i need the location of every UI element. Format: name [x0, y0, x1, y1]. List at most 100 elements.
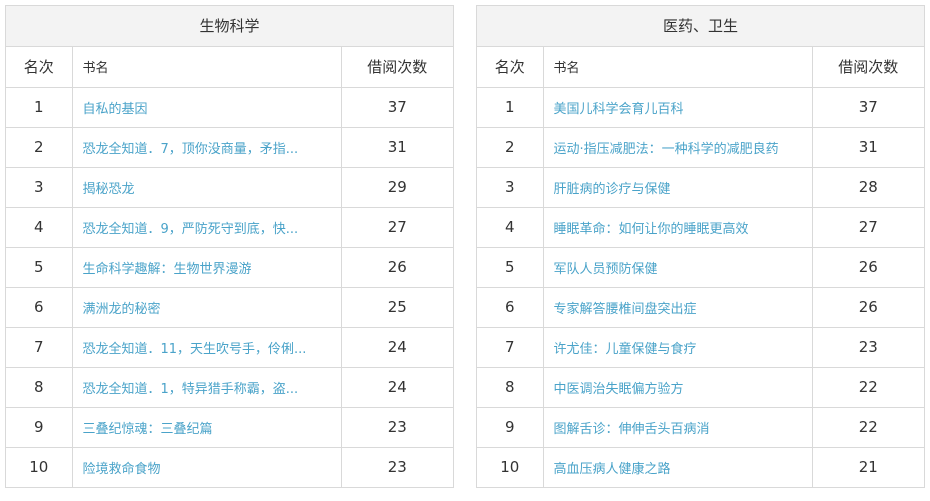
- table-row: 1 自私的基因 37: [6, 87, 453, 128]
- rank-cell: 6: [477, 287, 544, 328]
- book-name-cell: 恐龙全知道．1，特异猎手称霸，盗...: [72, 367, 342, 408]
- rank-cell: 5: [477, 247, 544, 288]
- borrow-count-cell: 25: [341, 287, 453, 328]
- borrow-count-cell: 24: [341, 327, 453, 368]
- rank-cell: 3: [6, 167, 73, 208]
- borrow-count-cell: 21: [858, 458, 878, 477]
- book-title-link[interactable]: 自私的基因: [82, 101, 148, 117]
- ranking-table: 名次 书名 借阅次数 1 自私的基因 37 2 恐龙全知道．7，顶你没商量，矛指... 3…: [6, 47, 453, 487]
- table-row: 8 恐龙全知道．1，特异猎手称霸，盗... 24: [6, 367, 453, 408]
- table-row: 2 恐龙全知道．7，顶你没商量，矛指... 31: [6, 127, 453, 168]
- borrow-count-cell: 22: [812, 407, 924, 448]
- ranking-panel-medicine: 医药、卫生 名次 书名 借阅次数 1 美国儿科学会育儿百科 37 2 运动·指压减肥法：…: [476, 5, 925, 488]
- table-row: 6 专家解答腰椎间盘突出症 26: [477, 287, 924, 328]
- table-row: 9 图解舌诊：伸伸舌头百病消 22: [477, 407, 924, 448]
- book-name-cell: 自私的基因: [72, 87, 342, 128]
- rank-cell: 5: [6, 247, 73, 288]
- borrow-count-cell: 23: [812, 327, 924, 368]
- rank-cell: 8: [6, 367, 73, 408]
- book-name-cell: 满洲龙的秘密: [72, 287, 342, 328]
- borrow-count-cell: 37: [341, 87, 453, 128]
- table-row: 10 高血压病人健康之路 21: [477, 447, 924, 487]
- book-name-cell: 高血压病人健康之路: [543, 447, 813, 487]
- rank-cell: 2: [477, 127, 544, 168]
- book-title-link[interactable]: 美国儿科学会育儿百科: [553, 101, 684, 117]
- rank-cell: 10: [6, 447, 73, 487]
- borrow-count-cell: 31: [341, 127, 453, 168]
- borrow-count-cell: 23: [387, 458, 407, 477]
- rank-cell: 1: [477, 87, 544, 128]
- header-borrow-count: 借阅次数: [341, 47, 453, 88]
- book-name-cell: 险境救命食物: [72, 447, 342, 487]
- borrow-count-cell: 37: [812, 87, 924, 128]
- book-title-link[interactable]: 险境救命食物: [82, 461, 161, 477]
- book-title-link[interactable]: 专家解答腰椎间盘突出症: [553, 301, 697, 317]
- borrow-count-cell: 28: [812, 167, 924, 208]
- book-title-link[interactable]: 三叠纪惊魂：三叠纪篇: [82, 421, 213, 437]
- table-body: 1 自私的基因 37 2 恐龙全知道．7，顶你没商量，矛指... 31 3 揭秘恐龙 29 4 恐龙…: [6, 87, 453, 487]
- book-title-link[interactable]: 恐龙全知道．7，顶你没商量，矛指...: [82, 141, 299, 157]
- borrow-count-cell: 27: [812, 207, 924, 248]
- book-name-cell: 恐龙全知道．11，天生吹号手，伶俐...: [72, 327, 342, 368]
- table-row: 7 许尤佳：儿童保健与食疗 23: [477, 327, 924, 368]
- header-book-name: 书名: [543, 47, 813, 88]
- book-name-cell: 揭秘恐龙: [72, 167, 342, 208]
- book-title-link[interactable]: 许尤佳：儿童保健与食疗: [553, 341, 697, 357]
- ranking-panel-biology: 生物科学 名次 书名 借阅次数 1 自私的基因 37 2 恐龙全知道．7，顶你没商量，矛…: [5, 5, 454, 488]
- book-name-cell: 睡眠革命：如何让你的睡眠更高效: [543, 207, 813, 248]
- borrow-count-cell: 26: [812, 247, 924, 288]
- book-name-cell: 中医调治失眠偏方验方: [543, 367, 813, 408]
- book-name-cell: 专家解答腰椎间盘突出症: [543, 287, 813, 328]
- rank-cell: 4: [477, 207, 544, 248]
- book-name-cell: 军队人员预防保健: [543, 247, 813, 288]
- borrow-count-cell: 26: [341, 247, 453, 288]
- rank-cell: 6: [6, 287, 73, 328]
- table-row: 5 生命科学趣解：生物世界漫游 26: [6, 247, 453, 288]
- header-rank: 名次: [6, 47, 73, 88]
- table-header-row: 名次 书名 借阅次数: [477, 47, 924, 88]
- panel-title: 生物科学: [6, 6, 453, 47]
- book-title-link[interactable]: 满洲龙的秘密: [82, 301, 161, 317]
- table-row: 4 睡眠革命：如何让你的睡眠更高效 27: [477, 207, 924, 248]
- book-title-link[interactable]: 肝脏病的诊疗与保健: [553, 181, 671, 197]
- book-name-cell: 三叠纪惊魂：三叠纪篇: [72, 407, 342, 448]
- table-body: 1 美国儿科学会育儿百科 37 2 运动·指压减肥法：一种科学的减肥良药 3 1 3 肝脏病的诊…: [477, 87, 924, 487]
- book-name-cell: 运动·指压减肥法：一种科学的减肥良药: [543, 127, 813, 168]
- book-title-link[interactable]: 揭秘恐龙: [82, 181, 135, 197]
- table-row: 9 三叠纪惊魂：三叠纪篇 23: [6, 407, 453, 448]
- rank-cell: 7: [477, 327, 544, 368]
- borrow-count-cell: 29: [341, 167, 453, 208]
- book-title-link[interactable]: 军队人员预防保健: [553, 261, 658, 277]
- header-book-name: 书名: [72, 47, 342, 88]
- ranking-table: 名次 书名 借阅次数 1 美国儿科学会育儿百科 37 2 运动·指压减肥法：一种科学的减…: [477, 47, 924, 487]
- book-title-link[interactable]: 图解舌诊：伸伸舌头百病消: [553, 421, 710, 437]
- rank-cell: 8: [477, 367, 544, 408]
- rank-cell: 9: [6, 407, 73, 448]
- table-row: 4 恐龙全知道．9，严防死守到底，快... 27: [6, 207, 453, 248]
- table-header-row: 名次 书名 借阅次数: [6, 47, 453, 88]
- book-name-cell: 生命科学趣解：生物世界漫游: [72, 247, 342, 288]
- book-title-link[interactable]: 恐龙全知道．9，严防死守到底，快...: [82, 221, 299, 237]
- book-name-cell: 肝脏病的诊疗与保健: [543, 167, 813, 208]
- book-title-link[interactable]: 生命科学趣解：生物世界漫游: [82, 261, 252, 277]
- book-title-link[interactable]: 高血压病人健康之路: [553, 461, 671, 477]
- rank-cell: 3: [477, 167, 544, 208]
- table-row: 1 美国儿科学会育儿百科 37: [477, 87, 924, 128]
- header-rank: 名次: [477, 47, 544, 88]
- book-title-link[interactable]: 中医调治失眠偏方验方: [553, 381, 684, 397]
- rank-cell: 10: [477, 447, 544, 487]
- table-row: 3 揭秘恐龙 29: [6, 167, 453, 208]
- book-title-link[interactable]: 睡眠革命：如何让你的睡眠更高效: [553, 221, 749, 237]
- table-row: 6 满洲龙的秘密 25: [6, 287, 453, 328]
- table-row: 10 险境救命食物 23: [6, 447, 453, 487]
- table-row: 7 恐龙全知道．11，天生吹号手，伶俐... 24: [6, 327, 453, 368]
- borrow-count-cell: 27: [341, 207, 453, 248]
- book-title-link[interactable]: 运动·指压减肥法：一种科学的减肥良药: [553, 141, 779, 157]
- book-title-link[interactable]: 恐龙全知道．1，特异猎手称霸，盗...: [82, 381, 299, 397]
- panel-title: 医药、卫生: [477, 6, 924, 47]
- table-row: 3 肝脏病的诊疗与保健 28: [477, 167, 924, 208]
- book-name-cell: 图解舌诊：伸伸舌头百病消: [543, 407, 813, 448]
- table-row: 5 军队人员预防保健 26: [477, 247, 924, 288]
- book-title-link[interactable]: 恐龙全知道．11，天生吹号手，伶俐...: [82, 341, 307, 357]
- rank-cell: 1: [6, 87, 73, 128]
